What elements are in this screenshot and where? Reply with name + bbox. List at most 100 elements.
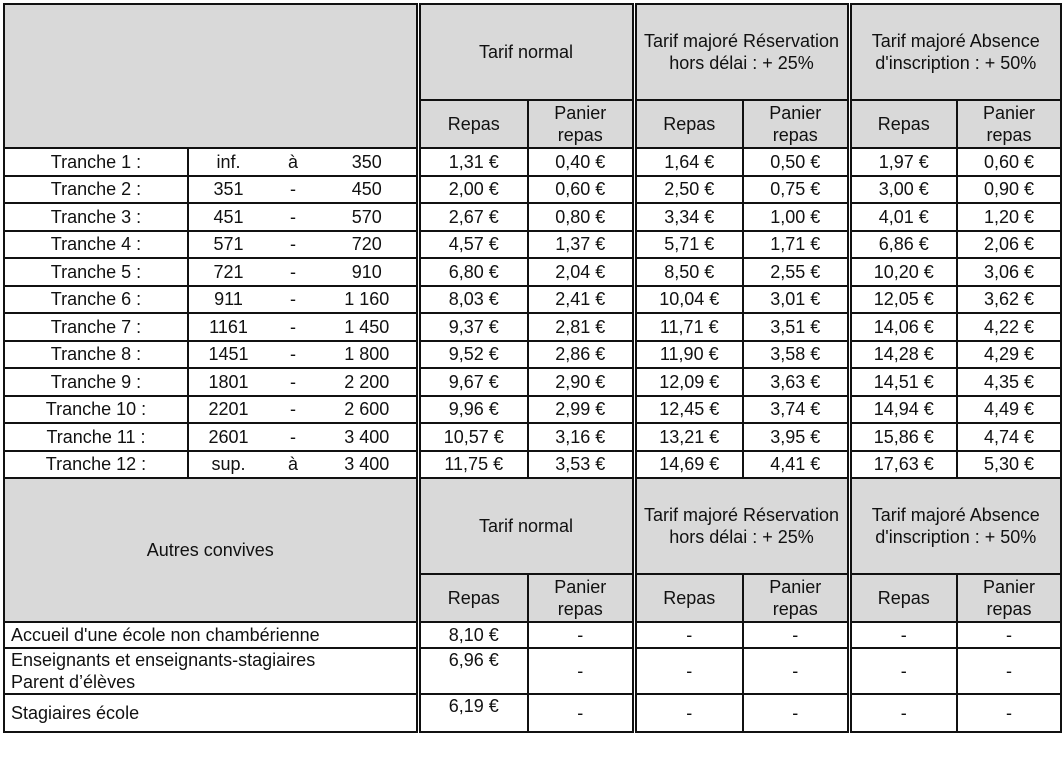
tranche-label: Tranche 3 : (3, 202, 189, 232)
price-panier: 0,75 € (741, 174, 851, 204)
price-repas: 17,63 € (846, 449, 959, 479)
tranche-separator: - (268, 202, 318, 232)
price-repas: 10,57 € (415, 422, 529, 452)
price-repas: 11,90 € (631, 339, 744, 369)
price-panier: 4,35 € (956, 367, 1063, 397)
price-panier: 3,62 € (956, 284, 1063, 314)
price-panier: 2,86 € (527, 339, 635, 369)
subheader-repas: Repas (415, 573, 529, 623)
price-panier: 4,29 € (956, 339, 1063, 369)
price-repas: 10,04 € (631, 284, 744, 314)
tranche-label: Tranche 5 : (3, 257, 189, 287)
autres-section: Autres convives Tarif normal Tarif major… (3, 477, 1063, 733)
price-repas: 3,00 € (846, 174, 959, 204)
price-panier: - (527, 693, 635, 733)
tarif-table: Tarif normal Tarif majoré Réservation ho… (3, 3, 1063, 733)
price-panier: 2,90 € (527, 367, 635, 397)
subheader-panier-repas: Panier repas (956, 573, 1063, 623)
header-tarif-normal: Tarif normal (415, 477, 635, 575)
table-row: Tranche 12 : sup. à 3 400 11,75 €3,53 €14,69… (3, 449, 1063, 479)
tranche-label: Tranche 9 : (3, 367, 189, 397)
tranche-from: inf. (187, 147, 268, 177)
price-repas: 9,67 € (415, 367, 529, 397)
table-row: Accueil d'une école non chambérienne 8,10… (3, 621, 1063, 649)
price-panier: 4,49 € (956, 394, 1063, 424)
tranche-to: 1 450 (318, 312, 419, 342)
price-repas: 6,86 € (846, 229, 959, 259)
tranche-separator: - (268, 174, 318, 204)
price-repas: 14,51 € (846, 367, 959, 397)
tranche-label: Tranche 2 : (3, 174, 189, 204)
tranche-from: 1161 (187, 312, 268, 342)
tranche-separator: - (268, 339, 318, 369)
tranche-from: 351 (187, 174, 268, 204)
tranche-to: 910 (318, 257, 419, 287)
tranche-from: 2601 (187, 422, 268, 452)
price-panier: 3,01 € (741, 284, 851, 314)
tranche-separator: - (268, 229, 318, 259)
tranche-to: 2 600 (318, 394, 419, 424)
price-repas: 14,69 € (631, 449, 744, 479)
price-repas: 8,50 € (631, 257, 744, 287)
table-row: Tranche 6 :911-1 160 8,03 €2,41 €10,04 €3… (3, 284, 1063, 314)
table-row: Enseignants et enseignants-stagiaires Pa… (3, 647, 1063, 695)
price-panier: 2,99 € (527, 394, 635, 424)
tranche-separator: - (268, 422, 318, 452)
price-repas: 6,19 € (415, 693, 529, 733)
tranche-to: 1 800 (318, 339, 419, 369)
price-repas: 4,01 € (846, 202, 959, 232)
price-panier: - (956, 647, 1063, 695)
price-panier: - (956, 693, 1063, 733)
subheader-repas: Repas (846, 99, 959, 149)
price-panier: 0,60 € (527, 174, 635, 204)
subheader-repas: Repas (631, 99, 744, 149)
tranche-separator: à (268, 147, 318, 177)
price-repas: 2,50 € (631, 174, 744, 204)
price-repas: - (846, 647, 959, 695)
convive-label: Enseignants et enseignants-stagiaires Pa… (3, 647, 419, 695)
price-repas: 11,71 € (631, 312, 744, 342)
tranche-label: Tranche 1 : (3, 147, 189, 177)
price-repas: 1,31 € (415, 147, 529, 177)
price-panier: 3,95 € (741, 422, 851, 452)
tranche-label: Tranche 11 : (3, 422, 189, 452)
price-repas: - (846, 693, 959, 733)
tranche-separator: - (268, 394, 318, 424)
price-repas: 1,64 € (631, 147, 744, 177)
table-row: Tranche 3 :451-570 2,67 €0,80 €3,34 €1,00… (3, 202, 1063, 232)
tranche-separator: - (268, 367, 318, 397)
price-panier: 1,71 € (741, 229, 851, 259)
tranche-label: Tranche 6 : (3, 284, 189, 314)
table-row: Tranche 9 :1801-2 200 9,67 €2,90 €12,09 €… (3, 367, 1063, 397)
price-panier: 3,51 € (741, 312, 851, 342)
subheader-panier-repas: Panier repas (527, 573, 635, 623)
tranche-label: Tranche 7 : (3, 312, 189, 342)
tranche-to: 1 160 (318, 284, 419, 314)
price-repas: 11,75 € (415, 449, 529, 479)
header-tarif-absence: Tarif majoré Absence d'inscription : + 5… (846, 477, 1063, 575)
header-blank (3, 3, 419, 149)
tranche-from: 911 (187, 284, 268, 314)
price-repas: 13,21 € (631, 422, 744, 452)
price-panier: 4,41 € (741, 449, 851, 479)
price-repas: 3,34 € (631, 202, 744, 232)
price-repas: - (631, 693, 744, 733)
price-panier: 0,60 € (956, 147, 1063, 177)
price-repas: 9,52 € (415, 339, 529, 369)
tranche-to: 2 200 (318, 367, 419, 397)
price-repas: 6,80 € (415, 257, 529, 287)
price-panier: 0,90 € (956, 174, 1063, 204)
header-tarif-normal: Tarif normal (415, 3, 635, 101)
tranches-section: Tarif normal Tarif majoré Réservation ho… (3, 3, 1063, 479)
subheader-panier-repas: Panier repas (527, 99, 635, 149)
price-panier: 0,80 € (527, 202, 635, 232)
price-repas: 2,00 € (415, 174, 529, 204)
table-row: Tranche 1 : inf. à 350 1,31 €0,40 €1,64 €0,5… (3, 147, 1063, 177)
price-repas: 14,06 € (846, 312, 959, 342)
price-panier: 2,41 € (527, 284, 635, 314)
subheader-panier-repas: Panier repas (741, 573, 851, 623)
price-repas: - (846, 621, 959, 649)
price-panier: 2,06 € (956, 229, 1063, 259)
price-repas: 15,86 € (846, 422, 959, 452)
tranche-from: 571 (187, 229, 268, 259)
